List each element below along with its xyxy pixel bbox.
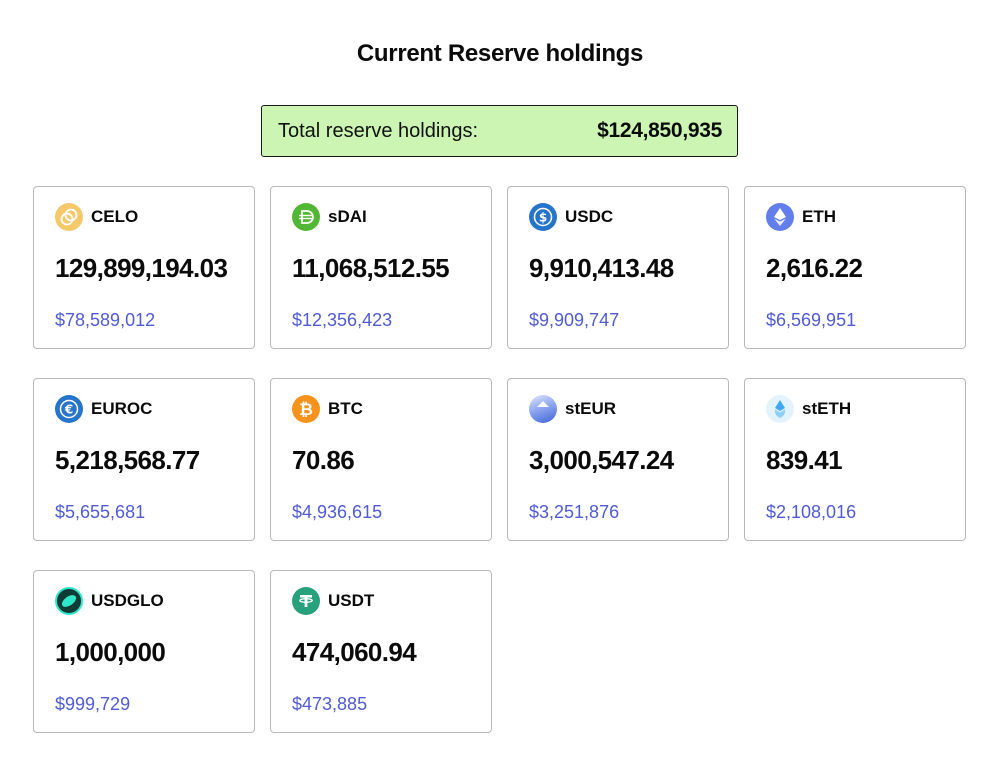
celo-icon <box>55 203 83 231</box>
usdc-icon: $ <box>529 203 557 231</box>
asset-usd-value: $78,589,012 <box>55 310 156 330</box>
eth-icon <box>766 203 794 231</box>
euroc-icon: € <box>55 395 83 423</box>
asset-card-steur: stEUR 3,000,547.24 $3,251,876 <box>507 378 729 541</box>
asset-symbol: USDGLO <box>91 591 164 610</box>
asset-symbol: USDT <box>328 591 375 610</box>
asset-amount: 5,218,568.77 <box>55 445 200 475</box>
total-reserve-label: Total reserve holdings: <box>278 119 479 142</box>
asset-usd-value: $5,655,681 <box>55 502 146 522</box>
asset-card-steth: stETH 839.41 $2,108,016 <box>744 378 966 541</box>
asset-amount: 1,000,000 <box>55 637 166 667</box>
sdai-icon <box>292 203 320 231</box>
asset-usd-value: $999,729 <box>55 694 131 714</box>
asset-amount: 129,899,194.03 <box>55 253 228 283</box>
asset-amount: 3,000,547.24 <box>529 445 674 475</box>
asset-card-sdai: sDAI 11,068,512.55 $12,356,423 <box>270 186 492 349</box>
asset-amount: 11,068,512.55 <box>292 253 450 283</box>
asset-amount: 474,060.94 <box>292 637 417 667</box>
asset-amount: 9,910,413.48 <box>529 253 674 283</box>
asset-symbol: ETH <box>802 207 836 226</box>
steur-icon <box>529 395 557 423</box>
asset-amount: 839.41 <box>766 445 843 475</box>
btc-icon: ₿ <box>292 395 320 423</box>
total-reserve-value: $124,850,935 <box>597 119 722 142</box>
asset-usd-value: $2,108,016 <box>766 502 857 522</box>
page-title: Current Reserve holdings <box>356 40 644 67</box>
asset-amount: 2,616.22 <box>766 253 863 283</box>
svg-text:$: $ <box>539 211 547 225</box>
steth-icon <box>766 395 794 423</box>
svg-text:€: € <box>64 403 73 417</box>
asset-usd-value: $3,251,876 <box>529 502 620 522</box>
asset-symbol: stETH <box>802 399 852 418</box>
asset-usd-value: $473,885 <box>292 694 368 714</box>
asset-usd-value: $6,569,951 <box>766 310 857 330</box>
asset-usd-value: $9,909,747 <box>529 310 620 330</box>
asset-usd-value: $4,936,615 <box>292 502 383 522</box>
asset-card-eth: ETH 2,616.22 $6,569,951 <box>744 186 966 349</box>
usdglo-icon <box>55 587 83 615</box>
asset-usd-value: $12,356,423 <box>292 310 393 330</box>
total-reserve-banner: Total reserve holdings: $124,850,935 <box>261 105 738 157</box>
asset-card-usdglo: USDGLO 1,000,000 $999,729 <box>33 570 255 733</box>
asset-card-usdc: $ USDC 9,910,413.48 $9,909,747 <box>507 186 729 349</box>
asset-symbol: stEUR <box>565 399 617 418</box>
asset-symbol: EUROC <box>91 399 153 418</box>
asset-symbol: CELO <box>91 207 139 226</box>
asset-amount: 70.86 <box>292 445 355 475</box>
asset-card-celo: CELO 129,899,194.03 $78,589,012 <box>33 186 255 349</box>
asset-card-usdt: USDT 474,060.94 $473,885 <box>270 570 492 733</box>
usdt-icon <box>292 587 320 615</box>
asset-symbol: BTC <box>328 399 363 418</box>
asset-symbol: USDC <box>565 207 614 226</box>
asset-symbol: sDAI <box>328 207 367 226</box>
asset-card-btc: ₿ BTC 70.86 $4,936,615 <box>270 378 492 541</box>
asset-card-euroc: € EUROC 5,218,568.77 $5,655,681 <box>33 378 255 541</box>
